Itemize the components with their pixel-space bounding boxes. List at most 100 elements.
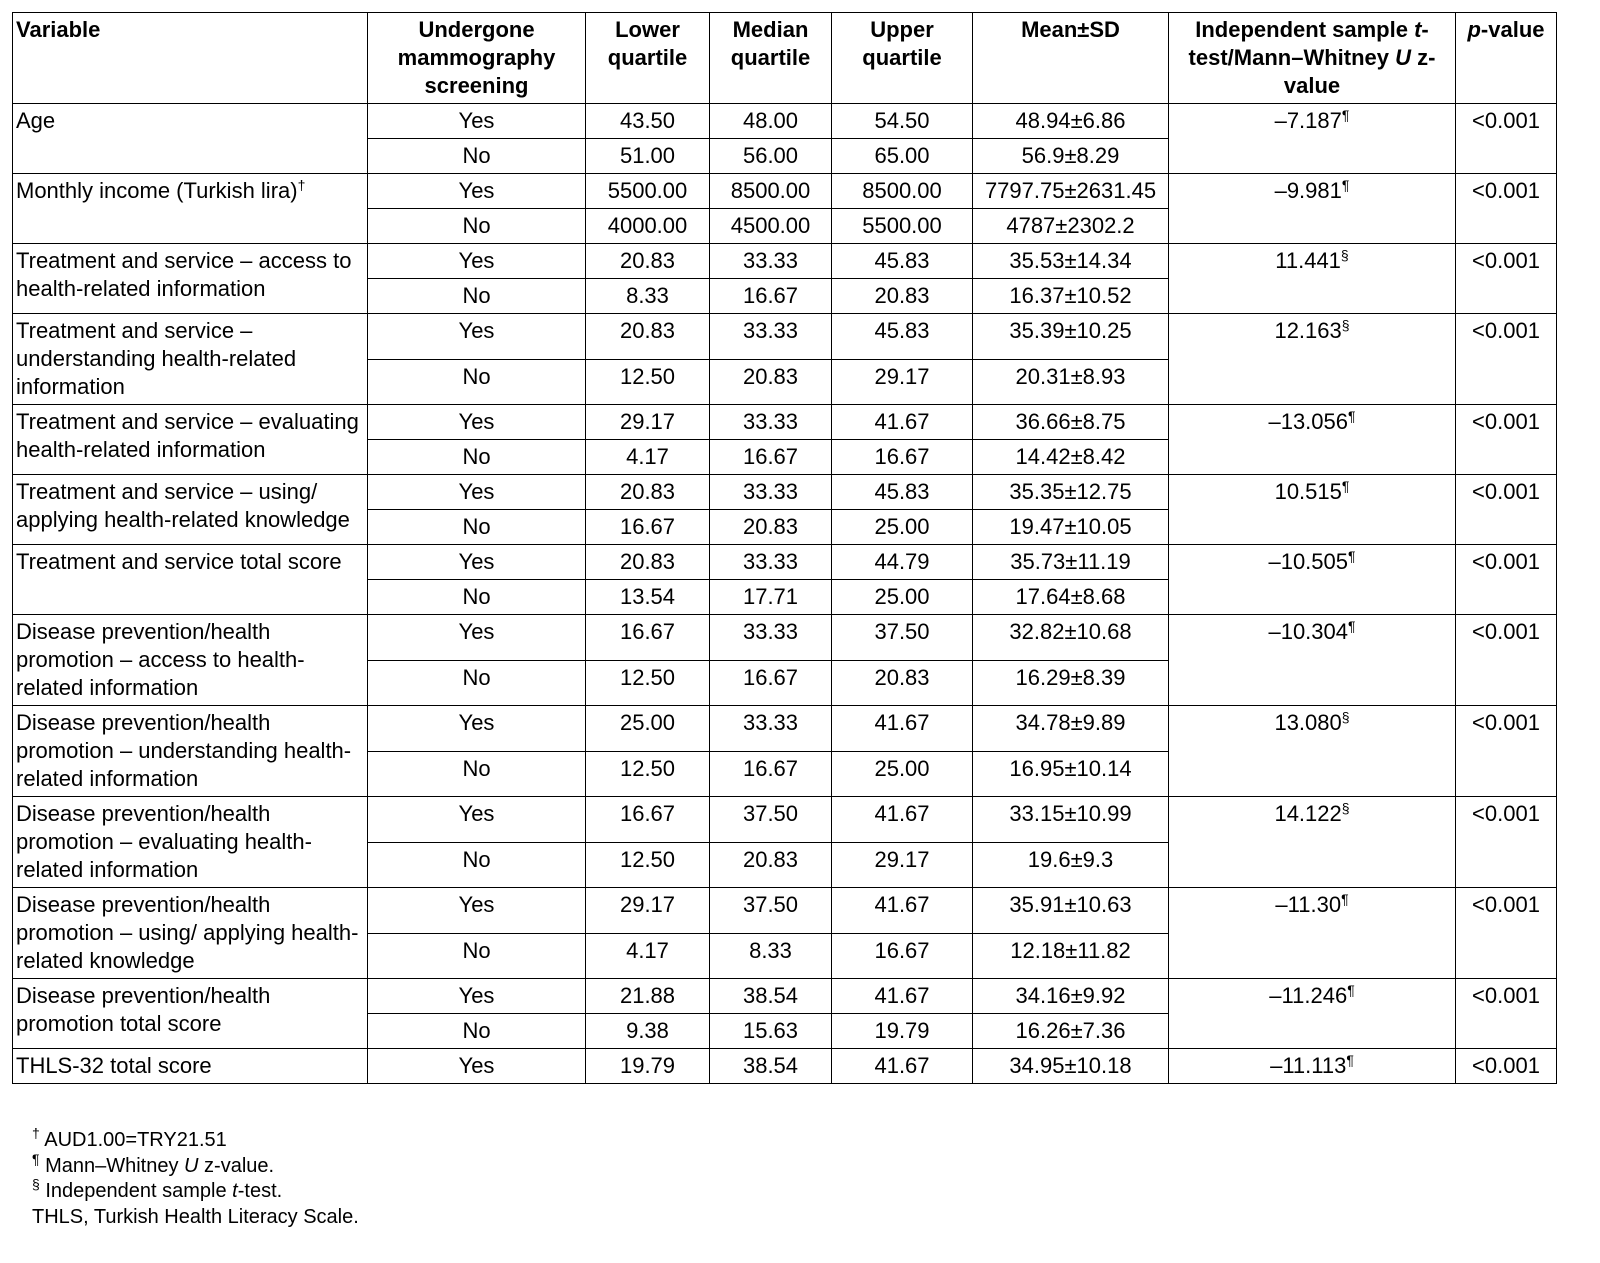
text-segment: z-value <box>1283 45 1436 98</box>
group-cell: No <box>367 1013 586 1049</box>
group-cell: Yes <box>367 614 586 661</box>
variable-cell: Disease prevention/health promotion – un… <box>12 705 368 797</box>
group-cell: No <box>367 439 586 475</box>
statistic-value: 14.122 <box>1274 801 1342 826</box>
value-cell: 20.83 <box>709 358 832 405</box>
value-cell: 19.6±9.3 <box>972 841 1169 888</box>
footnote: THLS, Turkish Health Literacy Scale. <box>32 1205 359 1231</box>
text-segment: p <box>1467 17 1481 42</box>
value-cell: 48.94±6.86 <box>972 103 1169 139</box>
p-value-cell: <0.001 <box>1455 404 1557 475</box>
p-value-cell: <0.001 <box>1455 103 1557 174</box>
value-cell: 20.83 <box>585 313 710 360</box>
table-row: Monthly income (Turkish lira)† Yes 5500.00… <box>12 173 1557 244</box>
group-cell: Yes <box>367 705 586 752</box>
value-cell: 16.67 <box>585 509 710 545</box>
p-value-cell: <0.001 <box>1455 544 1557 615</box>
value-cell: 16.67 <box>585 796 710 843</box>
statistic-value: –11.246 <box>1269 983 1348 1008</box>
table-row: Treatment and service – evaluating healt… <box>12 404 1557 475</box>
value-cell: 33.33 <box>709 705 832 752</box>
value-cell: 9.38 <box>585 1013 710 1049</box>
variable-name: Disease prevention/health promotion – ac… <box>16 619 305 700</box>
group-cell: Yes <box>367 1048 586 1084</box>
group-cell: Yes <box>367 313 586 360</box>
value-cell: 35.53±14.34 <box>972 243 1169 279</box>
value-cell: 16.26±7.36 <box>972 1013 1169 1049</box>
statistic-cell: 13.080§ <box>1168 705 1456 797</box>
value-cell: 37.50 <box>709 796 832 843</box>
value-cell: 33.33 <box>709 544 832 580</box>
group-cell: Yes <box>367 474 586 510</box>
value-cell: 20.31±8.93 <box>972 358 1169 405</box>
variable-cell: Disease prevention/health promotion – us… <box>12 887 368 979</box>
table-row: Treatment and service – access to health… <box>12 243 1557 314</box>
column-header: Independent sample t-test/Mann–Whitney U… <box>1168 12 1456 104</box>
statistic-cell: –9.981¶ <box>1168 173 1456 244</box>
p-value-cell: <0.001 <box>1455 614 1557 706</box>
text-segment: Lower quartile <box>607 17 688 70</box>
value-cell: 36.66±8.75 <box>972 404 1169 440</box>
variable-cell: Disease prevention/health promotion tota… <box>12 978 368 1049</box>
value-cell: 25.00 <box>831 579 973 615</box>
value-cell: 33.15±10.99 <box>972 796 1169 843</box>
variable-cell: Treatment and service – understanding he… <box>12 313 368 405</box>
text-segment: THLS, Turkish Health Literacy Scale. <box>32 1205 359 1228</box>
value-cell: 21.88 <box>585 978 710 1014</box>
value-cell: 38.54 <box>709 978 832 1014</box>
value-cell: 20.83 <box>585 544 710 580</box>
statistic-cell: –11.30¶ <box>1168 887 1456 979</box>
table-body: Age Yes 43.50 48.00 54.50 48.94±6.86 –7.187¶ <0… <box>12 103 1557 1084</box>
variable-name: Disease prevention/health promotion – ev… <box>16 801 312 882</box>
value-cell: 16.67 <box>831 439 973 475</box>
value-cell: 33.33 <box>709 614 832 661</box>
text-segment: -value <box>1480 17 1545 42</box>
table-row: No 12.50 16.67 25.00 16.95±10.14 <box>13 750 1557 797</box>
value-cell: 33.33 <box>709 404 832 440</box>
value-cell: 8.33 <box>709 932 832 979</box>
statistic-cell: 11.441§ <box>1168 243 1456 314</box>
variable-name: Treatment and service – evaluating healt… <box>16 409 359 462</box>
group-cell: No <box>367 841 586 888</box>
value-cell: 12.50 <box>585 841 710 888</box>
value-cell: 16.67 <box>709 278 832 314</box>
text-segment: -test/Mann–Whitney <box>1188 17 1429 70</box>
value-cell: 17.71 <box>709 579 832 615</box>
p-value-cell: <0.001 <box>1455 173 1557 244</box>
value-cell: 65.00 <box>831 138 973 174</box>
value-cell: 35.73±11.19 <box>972 544 1169 580</box>
value-cell: 34.78±9.89 <box>972 705 1169 752</box>
value-cell: 32.82±10.68 <box>972 614 1169 661</box>
value-cell: 35.35±12.75 <box>972 474 1169 510</box>
table-row: No 9.38 15.63 19.79 16.26±7.36 <box>13 1013 1557 1049</box>
variable-cell: Disease prevention/health promotion – ev… <box>12 796 368 888</box>
value-cell: 16.67 <box>709 659 832 706</box>
value-cell: 29.17 <box>831 358 973 405</box>
footnote-symbol: § <box>32 1176 40 1192</box>
group-cell: No <box>367 509 586 545</box>
group-cell: Yes <box>367 887 586 934</box>
value-cell: 16.67 <box>831 932 973 979</box>
text-segment: Independent sample <box>1195 17 1415 42</box>
value-cell: 17.64±8.68 <box>972 579 1169 615</box>
value-cell: 12.50 <box>585 659 710 706</box>
value-cell: 33.33 <box>709 313 832 360</box>
statistic-cell: –10.505¶ <box>1168 544 1456 615</box>
value-cell: 7797.75±2631.45 <box>972 173 1169 209</box>
text-segment: -test. <box>237 1180 283 1202</box>
value-cell: 16.95±10.14 <box>972 750 1169 797</box>
group-cell: Yes <box>367 978 586 1014</box>
value-cell: 25.00 <box>831 750 973 797</box>
variable-name: Treatment and service – access to health… <box>16 248 352 301</box>
footnote-symbol: § <box>1341 709 1350 725</box>
text-segment: Upper quartile <box>862 17 942 70</box>
value-cell: 33.33 <box>709 243 832 279</box>
group-cell: Yes <box>367 243 586 279</box>
footnote-symbol: § <box>1340 247 1349 263</box>
variable-cell: Monthly income (Turkish lira)† <box>12 173 368 244</box>
group-cell: No <box>367 932 586 979</box>
statistic-value: –11.30 <box>1275 892 1342 917</box>
value-cell: 45.83 <box>831 313 973 360</box>
column-header: p-value <box>1455 12 1557 104</box>
value-cell: 54.50 <box>831 103 973 139</box>
